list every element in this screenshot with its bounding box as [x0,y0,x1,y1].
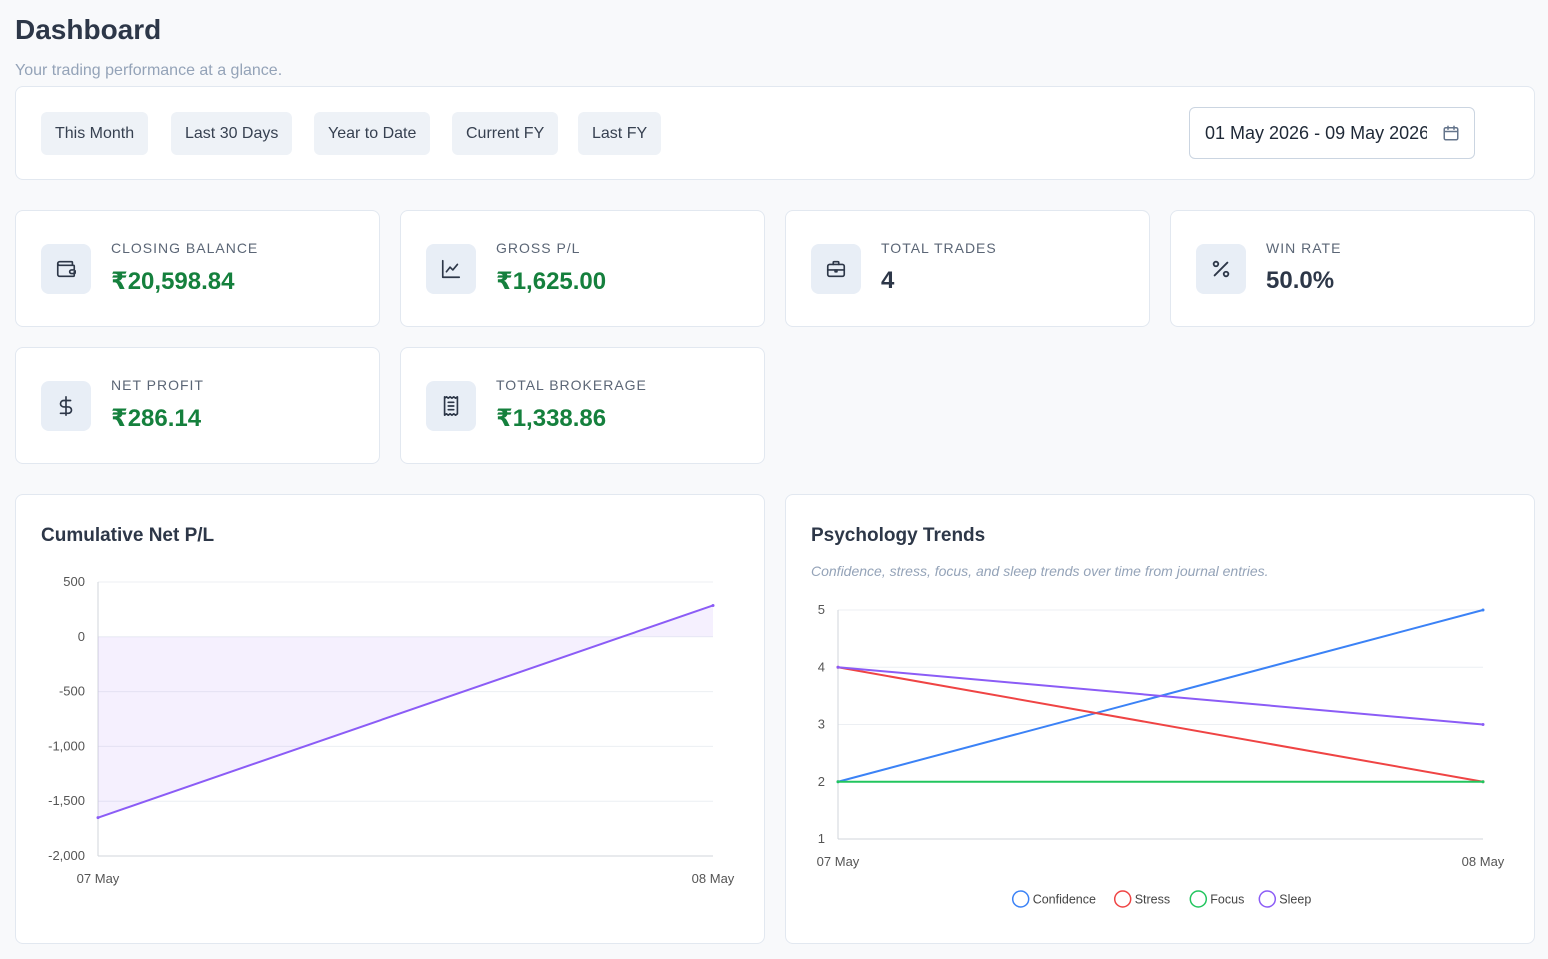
closing-balance-card: CLOSING BALANCE ₹20,598.84 [15,210,380,327]
briefcase-icon [811,244,861,294]
pl-area-fill [98,605,713,818]
y-tick-label: 2 [818,774,825,789]
x-tick-label: 08 May [692,871,735,886]
pl-series-line [97,604,714,819]
focus-data-point [1481,780,1485,784]
total-trades-value: 4 [881,267,895,294]
x-tick-label: 08 May [1462,854,1505,869]
closing-balance-label: CLOSING BALANCE [111,240,259,256]
psychology-trends-chart: 5 4 3 2 1 07 May 08 May Confidence Stress Focus Sl… [817,602,1505,908]
confidence-legend-swatch [1011,890,1030,908]
y-tick-label: 500 [63,574,85,589]
focus-data-point [836,780,840,784]
date-range-value: 01 May 2026 - 09 May 2026 [1205,122,1427,143]
cumulative-pl-card: Cumulative Net P/L 500 0 -500 -1,000 -1,500 -… [15,494,765,944]
y-tick-label: 1 [818,831,825,846]
dollar-icon [41,381,91,431]
cumulative-pl-title: Cumulative Net P/L [41,525,215,546]
date-range-input[interactable]: 01 May 2026 - 09 May 2026 [1189,107,1475,159]
confidence-legend-label: Confidence [1033,893,1096,907]
last-30-days-button[interactable]: Last 30 Days [171,112,293,155]
total-brokerage-value: ₹1,338.86 [496,405,607,432]
x-tick-label: 07 May [77,871,120,886]
pl-data-point [96,816,100,820]
net-profit-label: NET PROFIT [111,377,204,393]
x-tick-label: 07 May [817,854,860,869]
pl-data-point [711,603,715,607]
calendar-icon[interactable] [1442,124,1460,147]
chart-line-icon [426,244,476,294]
sleep-data-point [1481,723,1485,726]
total-brokerage-label: TOTAL BROKERAGE [496,377,647,393]
wallet-icon [41,244,91,294]
closing-balance-value: ₹20,598.84 [111,268,235,295]
win-rate-card: WIN RATE 50.0% [1170,210,1535,327]
y-tick-label: 3 [818,717,825,732]
psychology-trends-description: Confidence, stress, focus, and sleep tre… [811,563,1269,579]
sleep-series-line [837,666,1484,726]
total-trades-card: TOTAL TRADES 4 [785,210,1150,327]
date-filter-bar: This Month Last 30 Days Year to Date Cur… [15,86,1535,180]
y-tick-label: -500 [59,684,85,699]
total-brokerage-card: TOTAL BROKERAGE ₹1,338.86 [400,347,765,464]
page-subtitle: Your trading performance at a glance. [15,62,283,79]
sleep-data-point [836,665,840,669]
y-tick-label: 0 [78,629,85,644]
total-trades-label: TOTAL TRADES [881,240,997,256]
year-to-date-button[interactable]: Year to Date [314,112,431,155]
sleep-legend-swatch [1258,890,1277,908]
net-profit-value: ₹286.14 [111,405,202,432]
y-tick-label: -1,500 [48,793,85,808]
this-month-button[interactable]: This Month [41,112,149,155]
stress-legend-swatch [1113,890,1132,908]
focus-legend-swatch [1189,890,1208,908]
y-tick-label: -2,000 [48,848,85,863]
net-profit-card: NET PROFIT ₹286.14 [15,347,380,464]
y-tick-label: 5 [818,602,825,617]
win-rate-label: WIN RATE [1266,240,1342,256]
psychology-trends-card: Psychology Trends Confidence, stress, fo… [785,494,1535,944]
win-rate-value: 50.0% [1266,267,1335,294]
focus-legend-label: Focus [1210,893,1244,907]
current-fy-button[interactable]: Current FY [452,112,559,155]
receipt-icon [426,381,476,431]
psychology-trends-title: Psychology Trends [811,525,986,546]
gross-pl-value: ₹1,625.00 [496,268,607,295]
gross-pl-card: GROSS P/L ₹1,625.00 [400,210,765,327]
sleep-legend-label: Sleep [1279,893,1311,907]
y-tick-label: 4 [818,659,825,674]
confidence-data-point [1481,608,1485,612]
stress-series-line [837,666,1484,783]
page-title: Dashboard [15,14,162,45]
cumulative-pl-chart: 500 0 -500 -1,000 -1,500 -2,000 07 May 08 May [48,574,735,886]
percent-icon [1196,244,1246,294]
last-fy-button[interactable]: Last FY [578,112,662,155]
y-tick-label: -1,000 [48,738,85,753]
stress-legend-label: Stress [1135,893,1170,907]
gross-pl-label: GROSS P/L [496,240,581,256]
